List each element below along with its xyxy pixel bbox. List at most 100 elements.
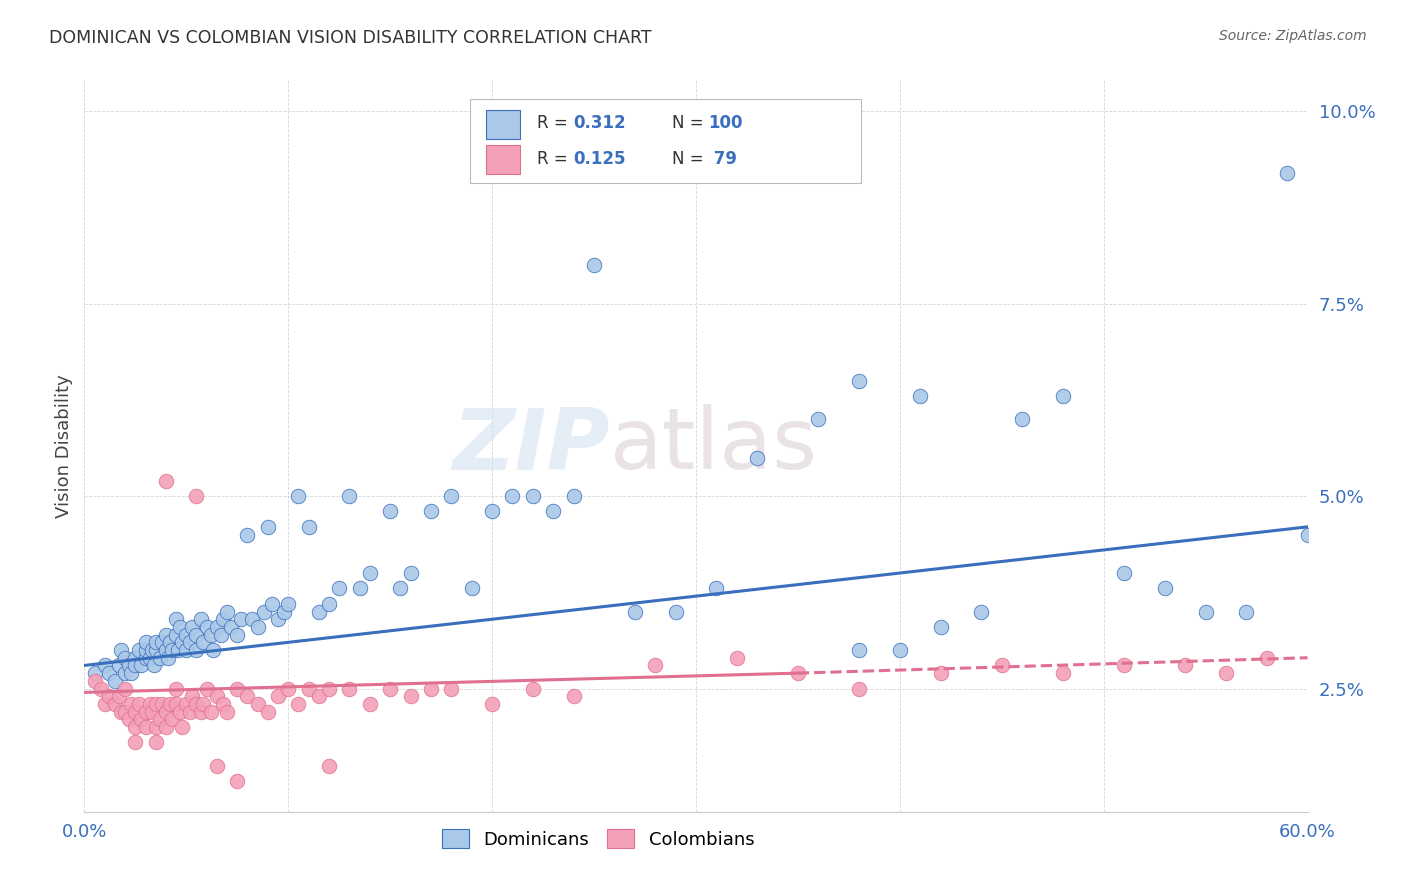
Point <box>181 690 204 704</box>
Point <box>128 643 150 657</box>
Point <box>205 690 228 704</box>
Point <box>145 635 167 649</box>
Point <box>1052 666 1074 681</box>
Point <box>420 504 443 518</box>
Point <box>83 673 105 688</box>
Point <box>150 635 173 649</box>
Point <box>186 643 208 657</box>
Point <box>389 582 412 596</box>
Point <box>212 697 235 711</box>
Point <box>128 697 150 711</box>
Point <box>93 697 115 711</box>
Point <box>217 705 239 719</box>
Point <box>236 527 259 541</box>
Point <box>848 681 870 696</box>
Point <box>1154 582 1177 596</box>
Point <box>848 643 870 657</box>
Point <box>169 705 191 719</box>
Point <box>145 735 167 749</box>
Point <box>298 520 321 534</box>
Point <box>165 627 187 641</box>
Point <box>1052 389 1074 403</box>
Point <box>257 520 280 534</box>
Point <box>205 758 228 772</box>
Point <box>889 643 911 657</box>
Point <box>200 627 222 641</box>
Point <box>131 658 153 673</box>
Point <box>277 681 299 696</box>
Point <box>298 681 321 696</box>
Point <box>287 489 309 503</box>
Point <box>190 705 212 719</box>
Point <box>807 412 830 426</box>
Point <box>172 635 194 649</box>
Point <box>195 620 218 634</box>
Point <box>165 697 187 711</box>
Point <box>308 690 330 704</box>
Point <box>165 681 187 696</box>
Point <box>236 690 259 704</box>
Point <box>114 681 136 696</box>
Point <box>219 620 242 634</box>
Point <box>174 643 197 657</box>
Point <box>150 697 173 711</box>
Text: 0.312: 0.312 <box>574 113 626 132</box>
Text: DOMINICAN VS COLOMBIAN VISION DISABILITY CORRELATION CHART: DOMINICAN VS COLOMBIAN VISION DISABILITY… <box>49 29 652 46</box>
Point <box>522 489 544 503</box>
Point <box>118 712 141 726</box>
Point <box>970 605 993 619</box>
Point <box>267 690 290 704</box>
Point <box>156 650 179 665</box>
Point <box>108 690 131 704</box>
Text: N =: N = <box>672 113 709 132</box>
Point <box>339 681 361 696</box>
Point <box>328 582 350 596</box>
Point <box>787 666 810 681</box>
Point <box>1174 658 1197 673</box>
Point <box>124 705 146 719</box>
Point <box>186 627 208 641</box>
Point <box>114 666 136 681</box>
Point <box>181 620 204 634</box>
Point <box>273 605 295 619</box>
Legend: Dominicans, Colombians: Dominicans, Colombians <box>433 820 763 857</box>
Point <box>83 666 105 681</box>
Point <box>440 489 463 503</box>
Point <box>104 697 127 711</box>
Point <box>138 697 160 711</box>
Point <box>1277 166 1299 180</box>
Point <box>155 720 177 734</box>
Point <box>174 627 197 641</box>
Point <box>725 650 748 665</box>
Point <box>124 658 146 673</box>
Point <box>226 627 249 641</box>
Point <box>481 504 503 518</box>
Point <box>108 658 131 673</box>
Point <box>114 705 136 719</box>
Point <box>201 643 224 657</box>
Point <box>217 605 239 619</box>
Point <box>665 605 688 619</box>
Point <box>120 666 142 681</box>
Point <box>240 612 263 626</box>
Point <box>380 504 402 518</box>
Point <box>461 582 484 596</box>
Point <box>359 566 381 580</box>
Point <box>155 474 177 488</box>
Point <box>200 705 222 719</box>
Bar <box>485 110 520 139</box>
Point <box>231 612 253 626</box>
Point <box>929 620 952 634</box>
Point <box>226 681 249 696</box>
Point <box>318 758 340 772</box>
Point <box>1195 605 1218 619</box>
Point <box>138 650 160 665</box>
Point <box>420 681 443 696</box>
Point <box>991 658 1014 673</box>
Point <box>90 681 112 696</box>
Text: atlas: atlas <box>610 404 818 488</box>
Point <box>277 597 299 611</box>
Point <box>124 650 146 665</box>
Point <box>253 605 276 619</box>
Point <box>226 773 249 788</box>
